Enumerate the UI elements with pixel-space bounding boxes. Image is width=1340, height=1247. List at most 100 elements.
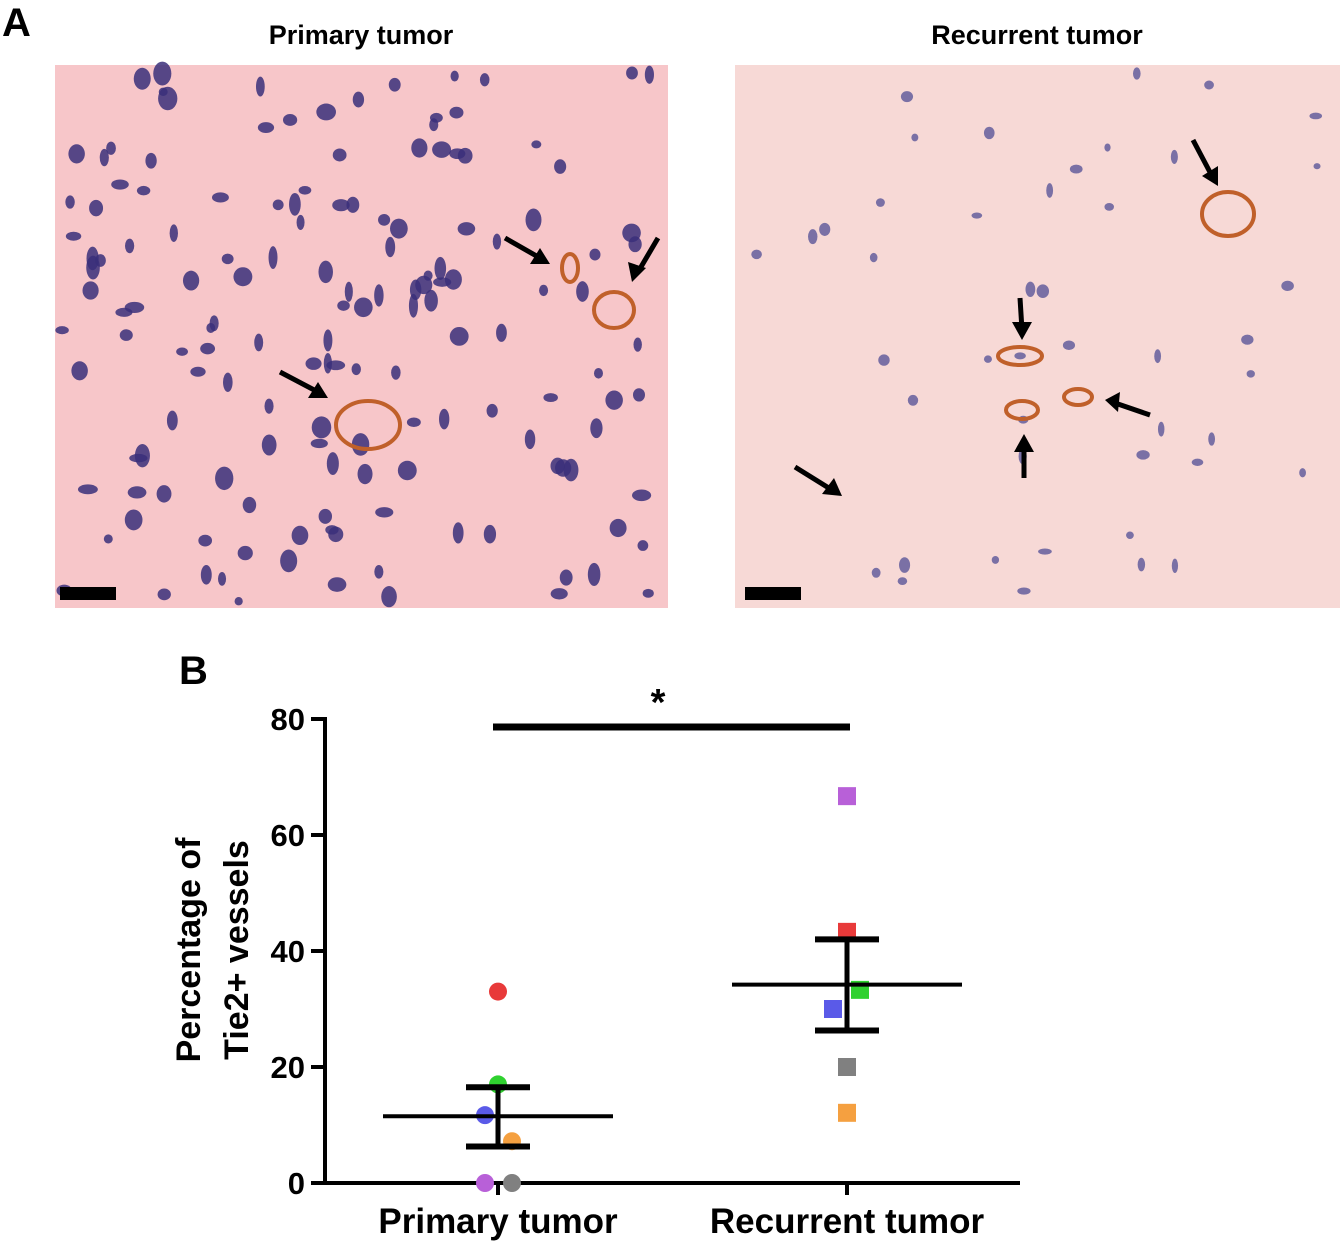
nucleus [374, 284, 384, 307]
nucleus [55, 326, 69, 335]
significance-label: * [651, 682, 666, 724]
nucleus [106, 141, 116, 155]
nucleus [1132, 67, 1141, 80]
nucleus [316, 103, 336, 121]
data-point [503, 1174, 521, 1192]
scale-bar [745, 587, 801, 600]
data-point [838, 787, 856, 806]
scale-bar [60, 587, 116, 600]
nucleus [1208, 432, 1216, 446]
nucleus [899, 557, 911, 573]
nucleus [632, 388, 645, 402]
nucleus [406, 417, 421, 428]
nucleus [622, 223, 641, 243]
nucleus [609, 518, 627, 538]
nucleus [111, 179, 129, 190]
nucleus [644, 65, 654, 84]
nucleus [200, 565, 212, 585]
nucleus [432, 141, 452, 158]
panel-title: Primary tumor [269, 20, 454, 50]
y-tick-label: 20 [271, 1050, 305, 1085]
nucleus [1036, 284, 1050, 299]
nucleus [869, 252, 878, 263]
nucleus [605, 390, 623, 410]
nucleus [457, 222, 476, 236]
nucleus [337, 300, 350, 311]
nucleus [351, 363, 361, 376]
nucleus [433, 277, 452, 287]
nucleus [298, 186, 312, 195]
nucleus [211, 192, 229, 203]
nucleus [1154, 349, 1162, 364]
nucleus [354, 297, 373, 318]
nucleus [233, 267, 253, 287]
nucleus [99, 148, 109, 167]
nucleus [156, 485, 172, 503]
nucleus [291, 525, 309, 546]
nucleus [318, 508, 333, 524]
nucleus [385, 236, 396, 258]
nucleus [237, 545, 253, 561]
panel-title: Recurrent tumor [931, 20, 1143, 50]
nucleus [1069, 164, 1083, 174]
nucleus [157, 588, 171, 601]
nucleus [200, 342, 216, 355]
nucleus [1191, 458, 1204, 466]
data-point [838, 1103, 856, 1122]
nucleus [344, 281, 353, 302]
nucleus [1281, 280, 1294, 292]
nucleus [423, 270, 433, 281]
nucleus [374, 565, 384, 579]
nucleus [82, 281, 99, 300]
nucleus [1046, 183, 1054, 198]
nucleus [311, 416, 332, 439]
nucleus [1104, 203, 1115, 211]
nucleus [325, 525, 339, 535]
nucleus [166, 410, 178, 431]
nucleus [539, 284, 549, 297]
nucleus [158, 87, 168, 96]
nucleus [1126, 531, 1134, 539]
nucleus [1038, 548, 1052, 555]
nucleus [543, 393, 558, 402]
y-tick-label: 40 [271, 934, 305, 969]
nucleus [323, 352, 332, 374]
nucleus [424, 289, 438, 312]
nucleus [642, 588, 654, 598]
nucleus [145, 152, 157, 169]
nucleus [871, 567, 881, 578]
nucleus [900, 91, 914, 103]
nucleus [897, 577, 908, 585]
nucleus [483, 524, 497, 544]
nucleus [751, 249, 762, 260]
nucleus [261, 434, 277, 456]
nucleus [593, 367, 603, 379]
nucleus [272, 199, 284, 211]
data-point [838, 1058, 856, 1076]
nucleus [875, 198, 885, 207]
nucleus [479, 73, 490, 87]
y-axis-label: Tie2+ vessels [218, 840, 256, 1060]
nucleus [633, 337, 642, 352]
nucleus [390, 218, 408, 239]
nucleus [1313, 163, 1321, 170]
nucleus [1104, 143, 1111, 152]
y-tick-label: 0 [288, 1166, 305, 1201]
nucleus [632, 489, 652, 502]
nucleus [1299, 468, 1306, 478]
nucleus [125, 238, 135, 254]
nucleus [124, 509, 143, 531]
nucleus [103, 534, 113, 544]
nucleus [351, 433, 370, 456]
nucleus [134, 443, 150, 468]
nucleus [1017, 587, 1031, 595]
arrowheads [308, 166, 1218, 496]
panel-label: B [179, 649, 208, 693]
nucleus [907, 394, 919, 406]
nucleus [411, 138, 428, 158]
nucleus [486, 403, 498, 418]
micrograph [735, 65, 1340, 608]
nucleus [133, 67, 151, 90]
nucleus [450, 70, 459, 82]
